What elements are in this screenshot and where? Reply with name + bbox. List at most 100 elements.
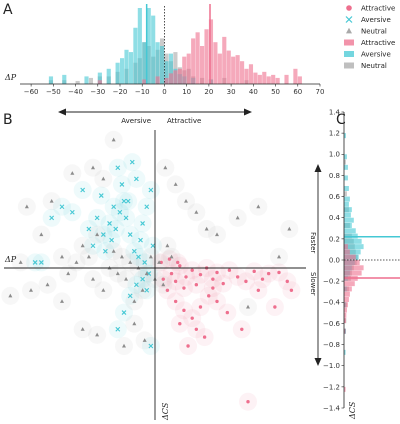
label-aversive: Aversive [121,117,151,125]
bar-c-aversive-9 [344,217,354,223]
point-attractive-14 [244,279,248,284]
bar-a-aversive-11 [142,42,147,84]
point-aversive-27 [38,260,44,265]
point-neutral-7 [80,243,85,248]
bar-a-attractive-28 [275,77,280,84]
point-neutral-25 [161,282,166,287]
point-neutral-0 [29,288,33,292]
legend: Attractive Aversive Neutral Attractive Avers… [344,5,395,70]
legend-marker-cross [345,16,353,23]
point-neutral-50 [8,293,13,298]
point-attractive-24 [202,335,207,339]
legend-label: Neutral [361,62,387,70]
legend-item-neutral-marker: Neutral [346,28,387,36]
point-aversive-23 [80,187,86,193]
bar-a-attractive-4 [168,73,174,84]
bar-c-aversive-6 [344,201,349,207]
point-aversive-11 [94,215,100,221]
bar-c-attractive-10 [344,297,349,302]
bar-c-attractive-0 [344,244,348,250]
bar-c-aversive-15 [344,249,361,255]
direction-arrow-horizontal [58,108,252,116]
bar-a-attractive-27 [271,74,276,84]
point-neutral-13 [111,249,116,253]
point-attractive-28 [178,322,182,326]
bar-a-attractive-31 [297,76,302,84]
bar-a-attractive-22 [248,64,254,84]
point-aversive-36 [144,287,150,293]
x-tick-label-a--20: −20 [113,88,128,96]
point-attractive-15 [252,269,256,274]
bar-a-aversive-10 [137,8,142,84]
y-tick-label-c-0.6: 0.6 [329,193,341,201]
direction-arrow-vertical [314,164,322,366]
point-neutral-38 [184,198,188,203]
bar-a-attractive-18 [231,56,236,84]
point-attractive-23 [194,327,199,331]
bar-a-attractive-5 [173,70,178,84]
bar-c-attractive-2 [344,254,356,260]
legend-label: Attractive [361,5,395,13]
x-tick-label-a-50: 50 [271,88,280,96]
point-attractive-34 [273,305,277,309]
point-aversive-20 [113,226,119,232]
bar-a-attractive-7 [182,56,187,84]
point-neutral-27 [169,254,174,259]
point-attractive-17 [266,271,271,276]
point-neutral-10 [95,232,100,237]
point-neutral-29 [91,165,95,170]
bar-c-attractive-14 [344,318,346,324]
point-attractive-25 [207,294,211,298]
point-neutral-2 [39,232,44,237]
point-aversive-8 [111,204,117,210]
point-neutral-49 [45,282,50,287]
bar-a-neutral-3 [88,77,94,84]
point-attractive-3 [182,286,186,290]
point-attractive-30 [161,277,165,281]
bar-c-attractive-8 [344,286,352,292]
bar-c-attractive-3 [344,260,360,265]
bar-a-attractive-10 [195,32,200,84]
x-tick-label-a-70: 70 [316,88,325,96]
point-aversive-32 [127,293,133,299]
point-attractive-19 [285,279,289,284]
legend-swatch [344,51,354,57]
point-attractive-13 [235,275,240,279]
point-neutral-40 [204,226,209,231]
point-aversive-9 [107,221,112,226]
legend-item-attractive-patch: Attractive [344,39,395,47]
x-tick-label-a--30: −30 [90,88,105,96]
x-tick-label-a--40: −40 [68,88,83,96]
point-aversive-1 [136,254,141,260]
legend-label: Aversive [361,16,391,24]
bar-a-attractive-19 [235,55,240,84]
point-neutral-1 [24,204,29,209]
point-neutral-9 [91,276,95,281]
point-attractive-10 [215,270,219,275]
bar-a-aversive-2 [84,76,89,84]
point-aversive-38 [138,237,143,243]
bar-a-attractive-24 [257,74,262,84]
y-tick-label-c-0.2: 0.2 [329,235,340,243]
bar-c-aversive-3 [344,175,348,181]
bar-a-attractive-20 [240,61,245,84]
point-attractive-21 [182,308,186,313]
panel-a-xlabel: ΔP [4,73,17,82]
point-neutral-31 [111,137,116,142]
point-neutral-44 [277,254,281,259]
point-neutral-32 [80,327,85,331]
legend-marker-triangle [346,27,352,34]
point-aversive-37 [150,243,156,249]
scatter-markers [8,137,294,404]
bar-a-attractive-15 [217,53,222,84]
scatter-delta-p-vs-delta-cs [1,130,306,420]
bar-c-attractive-13 [344,312,347,318]
point-neutral-14 [115,271,120,276]
bar-c-attractive-5 [344,270,362,276]
bar-a-aversive-8 [128,52,134,84]
panel-label-b: B [3,112,13,128]
point-aversive-35 [148,343,154,349]
bar-a-aversive-14 [155,42,160,84]
bar-a-aversive-15 [160,46,165,84]
